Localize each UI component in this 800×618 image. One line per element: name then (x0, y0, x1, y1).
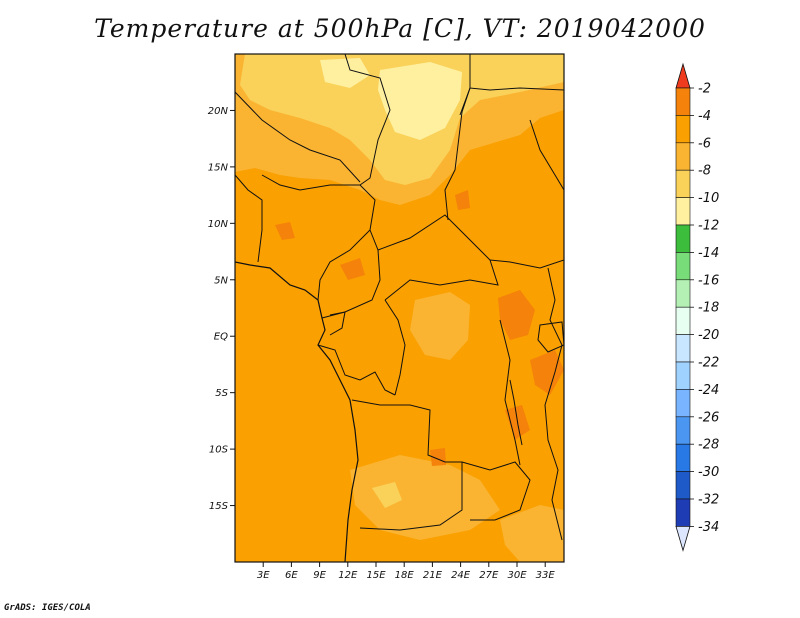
lake-victoria (537, 321, 564, 353)
temperature-patch-south-c (500, 505, 564, 562)
lon-tick-label: 33E (536, 570, 556, 581)
temperature-patch-south-a (410, 292, 470, 360)
colorbar-swatch (675, 197, 691, 226)
border-ethiopia (529, 119, 564, 191)
colorbar-label: -16 (698, 273, 719, 288)
colorbar-swatch (675, 416, 691, 445)
colorbar-label: -22 (698, 356, 719, 371)
colorbar-swatch (675, 306, 691, 335)
colorbar-label: -24 (698, 383, 719, 398)
nile-line (459, 87, 564, 116)
lon-tick-label: 18E (395, 570, 415, 581)
border-west-africa (235, 174, 263, 263)
border-drc-north (384, 299, 406, 396)
longitude-axis: 3E 6E 9E 12E 15E 18E 21E 24E 27E 30E 33E (257, 562, 556, 581)
lon-tick-label: 24E (451, 570, 471, 581)
colorbar-label: -10 (698, 191, 719, 206)
border-south-sudan (489, 259, 564, 269)
lat-tick-label: 15S (209, 501, 229, 512)
colorbar-label: -2 (698, 82, 711, 97)
grads-credit: GrADS: IGES/COLA (4, 603, 91, 613)
colorbar-label: -6 (698, 136, 711, 151)
colorbar-label: -30 (698, 465, 719, 480)
colorbar-swatch (675, 252, 691, 281)
border-drc-east (499, 319, 521, 466)
lon-tick-label: 21E (423, 570, 443, 581)
hot-spot-south (430, 448, 446, 466)
temperature-band-minus12 (378, 62, 462, 140)
colorbar-swatch (675, 361, 691, 390)
colorbar-label: -14 (698, 246, 719, 261)
lat-tick-label: 5N (214, 275, 228, 286)
border-eastern-edge (544, 267, 563, 541)
latitude-axis: 20N 15N 10N 5N EQ 5S 10S 15S (208, 106, 235, 512)
lon-tick-label: 9E (313, 570, 326, 581)
lake-tanganyika (509, 379, 523, 446)
map-title: Temperature at 500hPa [C], VT: 201904200… (94, 14, 706, 43)
border-chad-sudan (444, 54, 471, 221)
colorbar-label: -20 (698, 328, 719, 343)
colorbar-label: -8 (698, 164, 711, 179)
hot-spot-east-b (530, 350, 564, 395)
colorbar-swatch (675, 389, 691, 418)
lon-tick-label: 12E (338, 570, 358, 581)
colorbar-swatch (675, 334, 691, 363)
colorbar-swatch (675, 443, 691, 472)
border-car (377, 214, 499, 301)
lat-tick-label: 5S (215, 388, 228, 399)
lat-tick-label: 20N (208, 106, 229, 117)
colorbar-bottom-arrow (675, 526, 691, 552)
colorbar-label: -28 (698, 438, 719, 453)
lat-tick-label: 10S (209, 445, 229, 456)
colorbar-swatch (675, 498, 691, 527)
border-congo (317, 344, 396, 396)
colorbar-swatch (675, 471, 691, 500)
colorbar-swatch (675, 224, 691, 253)
lon-tick-label: 3E (257, 570, 270, 581)
hot-spot-west-a (275, 222, 295, 240)
colorbar-label: -12 (698, 219, 719, 234)
country-borders (235, 54, 564, 562)
colorbar-label: -18 (698, 301, 719, 316)
border-zambia (461, 461, 531, 521)
border-nigeria (261, 174, 376, 301)
colorbar-label: -26 (698, 410, 719, 425)
lat-tick-label: 10N (208, 219, 229, 230)
colorbar-label: -32 (698, 493, 719, 508)
lat-tick-label: 15N (208, 162, 229, 173)
colorbar-swatch (675, 169, 691, 198)
colorbar-swatch (675, 142, 691, 171)
temperature-band-minus12-b (320, 58, 370, 88)
map-plot-area (235, 54, 564, 562)
lat-tick-label: EQ (214, 332, 228, 343)
hot-spot-east-a (498, 290, 535, 340)
colorbar-swatch (675, 87, 691, 116)
colorbar-label: -34 (698, 520, 719, 535)
border-angola (351, 399, 463, 531)
hot-spot-west-c (455, 190, 470, 210)
hot-spot-west-b (340, 258, 365, 280)
lon-tick-label: 30E (507, 570, 527, 581)
border-sahel (235, 91, 361, 183)
colorbar-label: -4 (698, 109, 711, 124)
lon-tick-label: 15E (366, 570, 386, 581)
lon-tick-label: 6E (285, 570, 298, 581)
border-gabon (321, 311, 346, 336)
colorbar-top-arrow (675, 62, 691, 89)
colorbar-swatch (675, 279, 691, 308)
lon-tick-label: 27E (479, 570, 499, 581)
border-niger-chad (344, 54, 391, 186)
temperature-patch-south-d (372, 482, 402, 508)
colorbar-swatch (675, 115, 691, 144)
map-frame (234, 53, 565, 563)
colorbar: -2 -4 -6 -8 -10 -12 -14 -16 -18 -20 -22 -24 -26 -28 -3… (675, 62, 719, 552)
